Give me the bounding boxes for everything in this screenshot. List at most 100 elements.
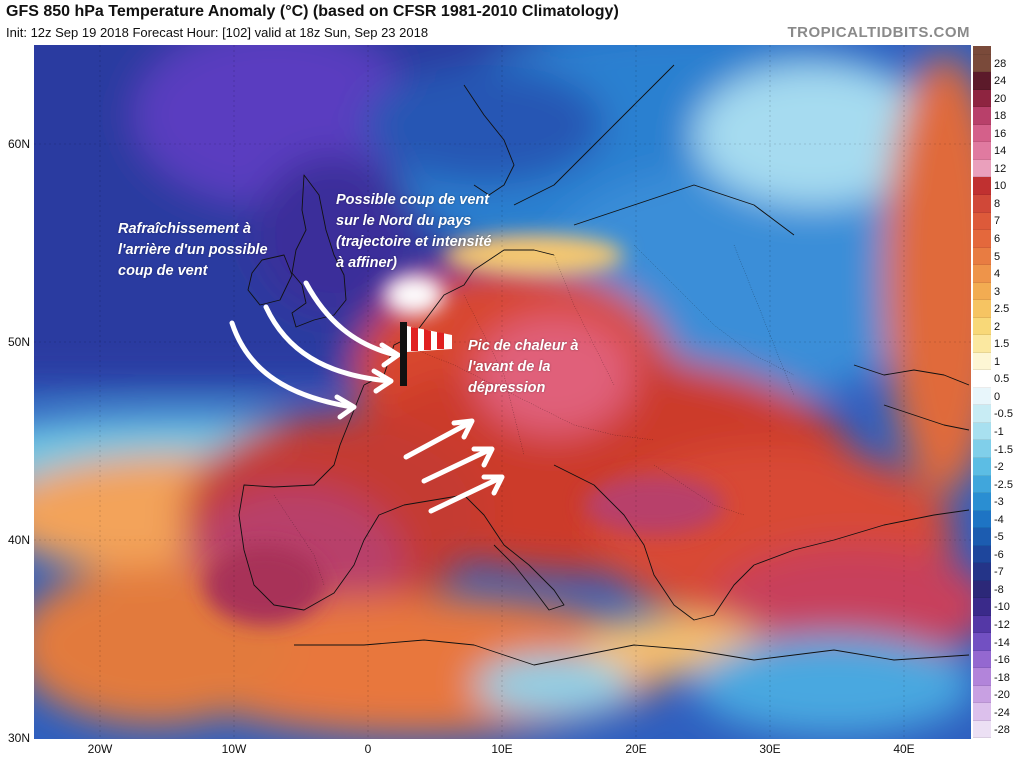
lon-label-20e: 20E	[625, 742, 647, 756]
windsock-icon	[400, 322, 452, 386]
colorbar-swatch	[973, 54, 991, 73]
annotation-gale-north: Possible coup de vent sur le Nord du pay…	[336, 192, 492, 271]
colorbar-tick-label: 8	[994, 197, 1001, 210]
colorbar-swatch	[973, 142, 991, 160]
lon-label-10w: 10W	[221, 742, 247, 756]
colorbar-swatch	[973, 387, 991, 406]
colorbar-tick-label: -18	[994, 671, 1010, 684]
annotation-cooling: Rafraîchissement à l'arrière d'un possib…	[118, 221, 268, 279]
colorbar-swatch	[973, 598, 991, 616]
colorbar-swatch	[973, 247, 991, 266]
colorbar-swatch	[973, 545, 991, 564]
lon-label-10e: 10E	[491, 742, 513, 756]
colorbar-swatch	[973, 405, 991, 423]
colorbar-tick-label: 0.5	[994, 373, 1010, 386]
colorbar-swatch	[973, 282, 991, 301]
colorbar-tick-label: -2	[994, 461, 1004, 474]
lon-label-20w: 20W	[87, 742, 113, 756]
colorbar-tick-label: 4	[994, 268, 1001, 281]
colorbar-tick-label: 10	[994, 180, 1007, 193]
source-watermark: TROPICALTIDBITS.COM	[787, 24, 970, 41]
colorbar-tick-label: -10	[994, 601, 1010, 614]
colorbar-tick-label: -4	[994, 513, 1004, 526]
colorbar-swatch	[973, 475, 991, 494]
colorbar-swatch	[973, 528, 991, 546]
colorbar-tick-label: -8	[994, 583, 1004, 596]
colorbar-tick-label: 24	[994, 75, 1007, 88]
colorbar-tick-label: 7	[994, 215, 1001, 228]
colorbar-tick-label: -20	[994, 689, 1010, 702]
colorbar-tick-label: -24	[994, 706, 1010, 719]
colorbar-tick-label: -7	[994, 566, 1004, 579]
colorbar-swatch	[973, 510, 991, 529]
colorbar-tick-label: 0	[994, 390, 1001, 403]
colorbar-swatch	[973, 633, 991, 651]
colorbar-swatch	[973, 457, 991, 476]
colorbar-tick-label: -1	[994, 425, 1004, 438]
colorbar-tick-label: -14	[994, 636, 1010, 649]
colorbar-swatch	[973, 124, 991, 143]
colorbar-swatch	[973, 230, 991, 248]
annotation-heat-peak: Pic de chaleur à l'avant de la dépressio…	[468, 338, 579, 396]
colorbar-swatch	[973, 300, 991, 318]
colorbar-tick-label: 6	[994, 232, 1001, 245]
lat-label-30n: 30N	[7, 731, 30, 745]
colorbar-tick-label: 5	[994, 250, 1001, 263]
colorbar-swatch	[973, 720, 991, 739]
colorbar-tick-label: -28	[994, 724, 1010, 737]
colorbar-swatch	[973, 195, 991, 213]
colorbar-tick-label: 18	[994, 110, 1007, 123]
map-title: GFS 850 hPa Temperature Anomaly (°C) (ba…	[6, 3, 619, 20]
colorbar-tick-label: -3	[994, 496, 1004, 509]
colorbar-tick-label: 16	[994, 127, 1007, 140]
colorbar-swatch	[973, 440, 991, 458]
colorbar-swatch	[973, 72, 991, 90]
colorbar-swatch	[973, 317, 991, 336]
colorbar-tick-label: 20	[994, 92, 1007, 105]
lon-label-30e: 30E	[759, 742, 781, 756]
colorbar-tick-label: -1.5	[994, 443, 1013, 456]
colorbar-tick-label: -12	[994, 618, 1010, 631]
colorbar-tick-label: 2	[994, 320, 1001, 333]
colorbar-swatch	[973, 615, 991, 634]
colorbar-swatch	[973, 265, 991, 283]
colorbar-tick-label: 1.5	[994, 338, 1010, 351]
colorbar-swatch	[973, 668, 991, 686]
colorbar-tick-label: -6	[994, 548, 1004, 561]
colorbar-swatch	[973, 352, 991, 371]
colorbar-labels: 28 24 20 18 16 14 12 10 8 7 6 5 4 3 2.5 2 1.5 1 0.5 0 -0.5 -1…	[994, 46, 1024, 739]
colorbar-swatch	[973, 335, 991, 353]
colorbar-tick-label: 28	[994, 57, 1007, 70]
colorbar-swatch	[973, 580, 991, 599]
map-subtitle: Init: 12z Sep 19 2018 Forecast Hour: [10…	[6, 25, 429, 40]
colorbar-swatch	[973, 650, 991, 669]
colorbar-swatch	[973, 177, 991, 196]
temperature-anomaly-map	[34, 45, 971, 739]
colorbar-tick-label: 3	[994, 285, 1001, 298]
colorbar-swatch	[973, 493, 991, 511]
colorbar-tick-label: -16	[994, 654, 1010, 667]
colorbar-swatch	[973, 89, 991, 108]
colorbar-swatch	[973, 370, 991, 388]
colorbar-tick-label: 12	[994, 162, 1007, 175]
colorbar-tick-label: -0.5	[994, 408, 1013, 421]
colorbar-swatch	[973, 212, 991, 231]
lon-label-0: 0	[364, 742, 372, 756]
colorbar-cap	[973, 46, 991, 55]
colorbar	[973, 46, 991, 739]
colorbar-swatch	[973, 685, 991, 704]
colorbar-tick-label: -5	[994, 531, 1004, 544]
colorbar-tick-label: 1	[994, 355, 1001, 368]
colorbar-swatch	[973, 703, 991, 721]
colorbar-tick-label: 2.5	[994, 303, 1010, 316]
colorbar-swatch	[973, 422, 991, 441]
lat-label-60n: 60N	[7, 137, 30, 151]
colorbar-swatch	[973, 107, 991, 125]
colorbar-swatch	[973, 159, 991, 178]
colorbar-swatch	[973, 563, 991, 581]
lat-label-40n: 40N	[7, 533, 30, 547]
colorbar-tick-label: 14	[994, 145, 1007, 158]
lat-label-50n: 50N	[7, 335, 30, 349]
colorbar-tick-label: -2.5	[994, 478, 1013, 491]
lon-label-40e: 40E	[893, 742, 915, 756]
